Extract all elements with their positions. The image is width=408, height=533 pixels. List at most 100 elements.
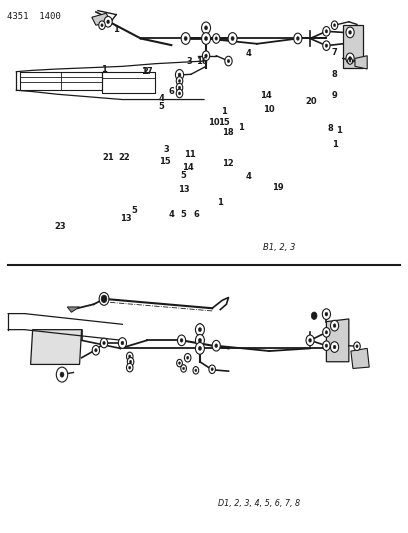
Circle shape: [180, 338, 183, 342]
Text: 5: 5: [181, 211, 186, 219]
Text: 13: 13: [178, 185, 189, 193]
Circle shape: [126, 364, 133, 372]
Text: 12: 12: [222, 159, 233, 168]
Circle shape: [325, 44, 328, 47]
Circle shape: [176, 83, 183, 92]
Text: 4: 4: [246, 49, 252, 58]
Text: 16: 16: [196, 57, 208, 66]
Circle shape: [178, 86, 181, 89]
Text: 10: 10: [264, 105, 275, 114]
Circle shape: [193, 367, 199, 374]
Circle shape: [179, 362, 180, 365]
Text: 1: 1: [217, 198, 223, 207]
Circle shape: [204, 26, 208, 30]
Circle shape: [323, 327, 330, 337]
Circle shape: [204, 36, 208, 41]
Text: 15: 15: [160, 157, 171, 166]
Circle shape: [198, 346, 202, 350]
Circle shape: [349, 60, 351, 62]
Circle shape: [215, 37, 217, 40]
Circle shape: [107, 20, 109, 23]
Circle shape: [348, 30, 352, 34]
Text: 5: 5: [131, 206, 137, 215]
Text: 6: 6: [169, 87, 174, 96]
Text: 10: 10: [208, 118, 220, 127]
Circle shape: [346, 53, 354, 64]
Text: 7: 7: [332, 48, 337, 56]
Text: 3: 3: [187, 57, 193, 66]
Circle shape: [348, 58, 353, 64]
Circle shape: [333, 24, 336, 27]
Circle shape: [202, 33, 211, 44]
Circle shape: [178, 79, 181, 83]
Text: 21: 21: [102, 153, 114, 161]
Text: 20: 20: [305, 97, 317, 106]
Circle shape: [202, 51, 210, 61]
Text: 2: 2: [142, 68, 148, 76]
Circle shape: [129, 366, 131, 369]
Text: 17: 17: [141, 68, 153, 76]
Circle shape: [129, 355, 131, 358]
Text: 1: 1: [238, 124, 244, 132]
Circle shape: [99, 293, 109, 305]
Polygon shape: [343, 25, 363, 68]
Text: 4: 4: [169, 211, 174, 219]
Text: 1: 1: [336, 126, 341, 135]
Circle shape: [348, 56, 352, 60]
Circle shape: [325, 330, 328, 334]
Text: 15: 15: [218, 118, 229, 127]
Circle shape: [126, 352, 133, 361]
Text: 13: 13: [120, 214, 131, 223]
Circle shape: [56, 367, 68, 382]
Text: 19: 19: [272, 183, 283, 192]
Circle shape: [181, 365, 186, 372]
Text: 4: 4: [158, 94, 164, 103]
Circle shape: [95, 349, 97, 352]
Text: 18: 18: [222, 128, 233, 136]
Text: 1: 1: [332, 141, 337, 149]
Circle shape: [195, 343, 204, 354]
Circle shape: [356, 345, 358, 348]
Circle shape: [184, 36, 187, 41]
Text: 8: 8: [328, 125, 333, 133]
Circle shape: [181, 33, 190, 44]
Circle shape: [176, 89, 183, 98]
Circle shape: [183, 367, 184, 370]
Text: 5: 5: [181, 172, 186, 180]
Text: 5: 5: [158, 102, 164, 111]
Text: 8: 8: [332, 70, 337, 79]
Text: D1, 2, 3, 4, 5, 6, 7, 8: D1, 2, 3, 4, 5, 6, 7, 8: [218, 499, 300, 508]
Polygon shape: [326, 319, 349, 362]
Circle shape: [104, 17, 112, 27]
Circle shape: [121, 341, 124, 345]
Text: 4: 4: [245, 173, 251, 181]
Text: 3: 3: [164, 145, 169, 154]
Circle shape: [215, 344, 218, 348]
Circle shape: [311, 312, 317, 319]
Circle shape: [101, 24, 103, 27]
Text: 14: 14: [182, 164, 193, 172]
Circle shape: [178, 92, 181, 95]
Circle shape: [213, 34, 220, 43]
Circle shape: [195, 335, 204, 346]
Circle shape: [325, 312, 328, 316]
Circle shape: [346, 27, 354, 38]
Circle shape: [198, 328, 202, 332]
Circle shape: [228, 33, 237, 44]
Circle shape: [118, 338, 126, 349]
Circle shape: [99, 21, 105, 29]
Circle shape: [177, 359, 182, 367]
Circle shape: [211, 368, 213, 371]
Circle shape: [227, 59, 230, 63]
Polygon shape: [92, 13, 111, 25]
Text: 22: 22: [119, 153, 130, 161]
Circle shape: [175, 69, 184, 80]
Polygon shape: [31, 329, 82, 365]
Circle shape: [354, 342, 360, 351]
Circle shape: [186, 356, 189, 359]
Circle shape: [101, 295, 107, 303]
Circle shape: [127, 358, 134, 366]
Text: 1: 1: [113, 25, 119, 34]
Circle shape: [92, 345, 100, 355]
Circle shape: [323, 341, 330, 351]
